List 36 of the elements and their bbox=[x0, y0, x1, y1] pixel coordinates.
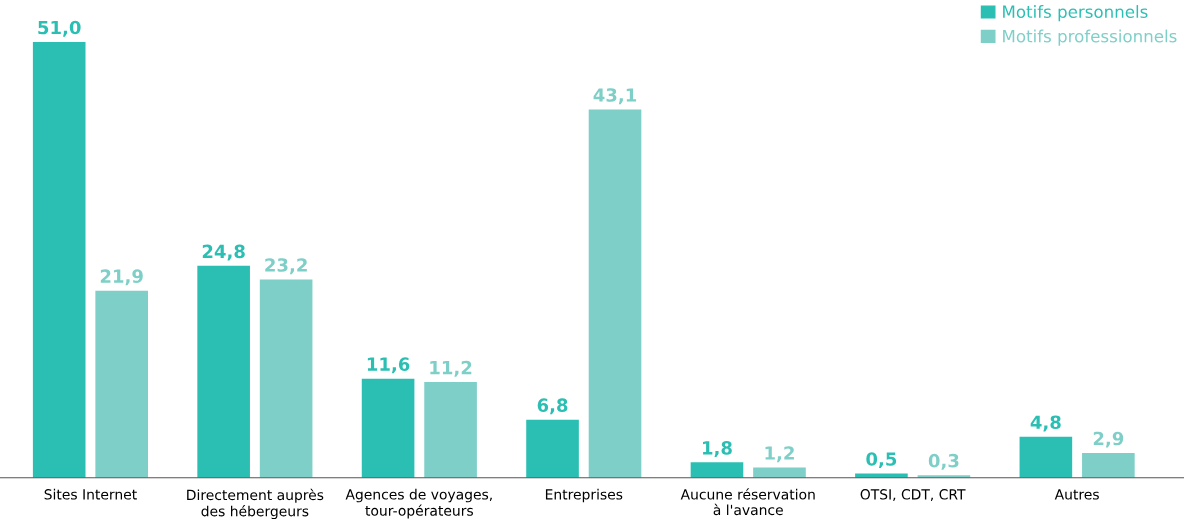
data-label: 11,6 bbox=[367, 357, 410, 374]
data-label: 11,2 bbox=[430, 360, 472, 377]
legend-label: Motifs professionnels bbox=[1003, 29, 1177, 46]
bar bbox=[526, 419, 579, 478]
x-tick-label: Aucune réservation à l'avance bbox=[680, 488, 815, 516]
bar bbox=[1082, 452, 1135, 478]
data-label: 0,5 bbox=[866, 452, 897, 469]
data-label: 1,8 bbox=[703, 441, 732, 458]
x-tick-label: Autres bbox=[1054, 489, 1099, 500]
x-tick-label: Entreprises bbox=[545, 488, 623, 503]
bar bbox=[588, 109, 642, 478]
x-tick-label: Agences de voyages, tour-opérateurs bbox=[345, 488, 492, 519]
data-label: 2,9 bbox=[1093, 431, 1124, 448]
data-label: 24,8 bbox=[202, 244, 245, 261]
data-label: 1,2 bbox=[765, 446, 794, 463]
bar bbox=[855, 473, 908, 478]
x-tick-label: Sites Internet bbox=[44, 488, 137, 500]
bar bbox=[753, 467, 806, 478]
bar bbox=[1019, 436, 1073, 478]
data-label: 0,3 bbox=[928, 453, 959, 470]
bar bbox=[424, 382, 477, 478]
legend-label: Motifs personnels bbox=[1003, 5, 1148, 22]
bar bbox=[197, 265, 250, 478]
data-label: 21,9 bbox=[100, 269, 143, 286]
data-label: 43,1 bbox=[593, 88, 637, 105]
data-label: 4,8 bbox=[1030, 415, 1061, 432]
bar bbox=[690, 462, 744, 478]
bar bbox=[259, 279, 313, 478]
data-label: 23,2 bbox=[265, 258, 307, 275]
bar bbox=[95, 290, 148, 478]
data-label: 6,8 bbox=[537, 398, 568, 415]
data-label: 51,0 bbox=[38, 20, 81, 37]
bar bbox=[361, 378, 415, 478]
bar bbox=[32, 42, 86, 478]
x-tick-label: Directement auprès des hébergeurs bbox=[187, 488, 324, 520]
x-tick-label: OTSI, CDT, CRT bbox=[860, 489, 966, 502]
